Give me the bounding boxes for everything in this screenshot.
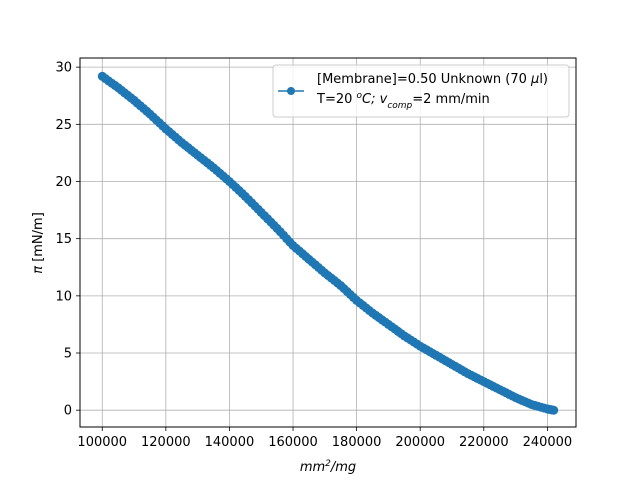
y-tick-label: 20 — [55, 175, 72, 190]
legend-point-marker — [287, 87, 295, 95]
x-tick-label: 140000 — [205, 435, 255, 450]
x-tick-label: 160000 — [268, 435, 318, 450]
y-tick-label: 30 — [55, 61, 72, 76]
y-axis-label: π [mN/m] — [31, 212, 46, 274]
x-tick-label: 200000 — [395, 435, 445, 450]
legend: [Membrane]=0.50 Unknown (70 μl) T=20 oC;… — [272, 64, 570, 118]
y-tick-label: 5 — [64, 347, 72, 362]
plot-area-frame — [79, 57, 577, 428]
y-tick-label: 0 — [64, 404, 72, 419]
y-tick-label: 15 — [55, 232, 72, 247]
x-tick-label: 100000 — [77, 435, 127, 450]
x-tick-label: 240000 — [523, 435, 573, 450]
data-series — [97, 71, 559, 415]
data-point — [549, 405, 559, 415]
y-tick-label: 10 — [55, 289, 72, 304]
x-axis-label: mm2/mg — [300, 459, 356, 475]
x-tick-label: 220000 — [459, 435, 509, 450]
x-tick-label: 180000 — [332, 435, 382, 450]
x-tick-label: 120000 — [141, 435, 191, 450]
legend-entry-line1: [Membrane]=0.50 Unknown (70 μl) — [317, 72, 548, 87]
y-tick-label: 25 — [55, 118, 72, 133]
legend-entry-line2: T=20 oC; vcomp=2 mm/min — [316, 91, 490, 111]
legend-box — [272, 64, 570, 118]
axis-ticks: 100000 120000 140000 160000 180000 200000 2200… — [55, 61, 572, 450]
